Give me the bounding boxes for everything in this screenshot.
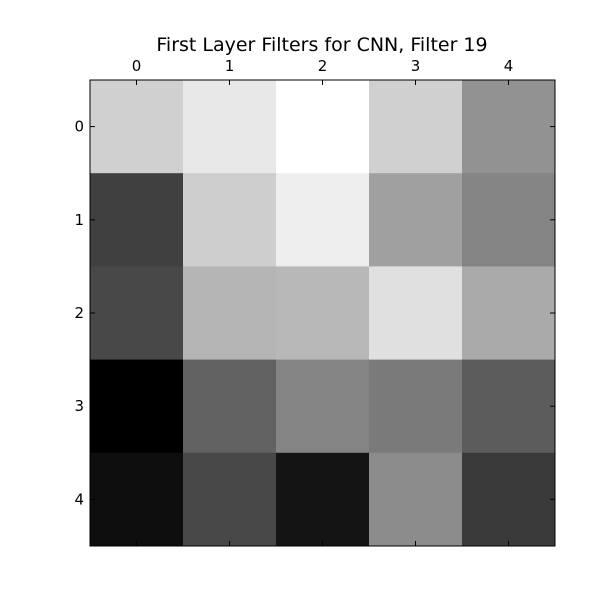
heatmap-cell-2-4 [462,266,556,361]
y-tick-label-4: 4 [74,490,84,508]
x-tick-labels: 0 1 2 3 4 [132,57,514,75]
heatmap-cell-0-4 [462,80,556,174]
heatmap-cell-1-1 [183,173,277,267]
x-tick-label-2: 2 [318,57,328,75]
heatmap-cell-2-0 [90,266,184,361]
y-tick-label-3: 3 [74,397,84,415]
heatmap-cell-0-3 [369,80,463,174]
plot-frame [89,79,556,547]
x-tick-label-0: 0 [132,57,142,75]
heatmap-cell-4-2 [276,452,370,547]
heatmap-cell-1-4 [462,173,556,267]
heatmap-cell-0-0 [90,80,184,174]
heatmap-cell-4-1 [183,452,277,547]
heatmap-cell-0-2 [276,80,370,174]
heatmap-cell-4-0 [90,452,184,547]
heatmap-cell-3-1 [183,359,277,454]
y-tick-label-0: 0 [74,118,84,136]
heatmap-cell-4-4 [462,452,556,547]
heatmap-cell-3-2 [276,359,370,454]
heatmap-cell-1-2 [276,173,370,267]
heatmap-cell-3-3 [369,359,463,454]
heatmap-cell-2-3 [369,266,463,361]
axis-ticks [90,80,555,546]
heatmap-cell-3-4 [462,359,556,454]
heatmap-cell-0-1 [183,80,277,174]
x-tick-label-4: 4 [504,57,514,75]
heatmap-cell-2-2 [276,266,370,361]
heatmap-cell-2-1 [183,266,277,361]
heatmap-cell-1-0 [90,173,184,267]
heatmap-cell-3-0 [90,359,184,454]
heatmap-cells [90,80,556,547]
chart-title: First Layer Filters for CNN, Filter 19 [156,34,487,56]
heatmap-cell-1-3 [369,173,463,267]
y-tick-label-2: 2 [74,304,84,322]
heatmap-cell-4-3 [369,452,463,547]
x-tick-label-3: 3 [411,57,421,75]
y-tick-label-1: 1 [74,211,84,229]
x-tick-label-1: 1 [225,57,235,75]
y-tick-labels: 0 1 2 3 4 [74,118,84,509]
